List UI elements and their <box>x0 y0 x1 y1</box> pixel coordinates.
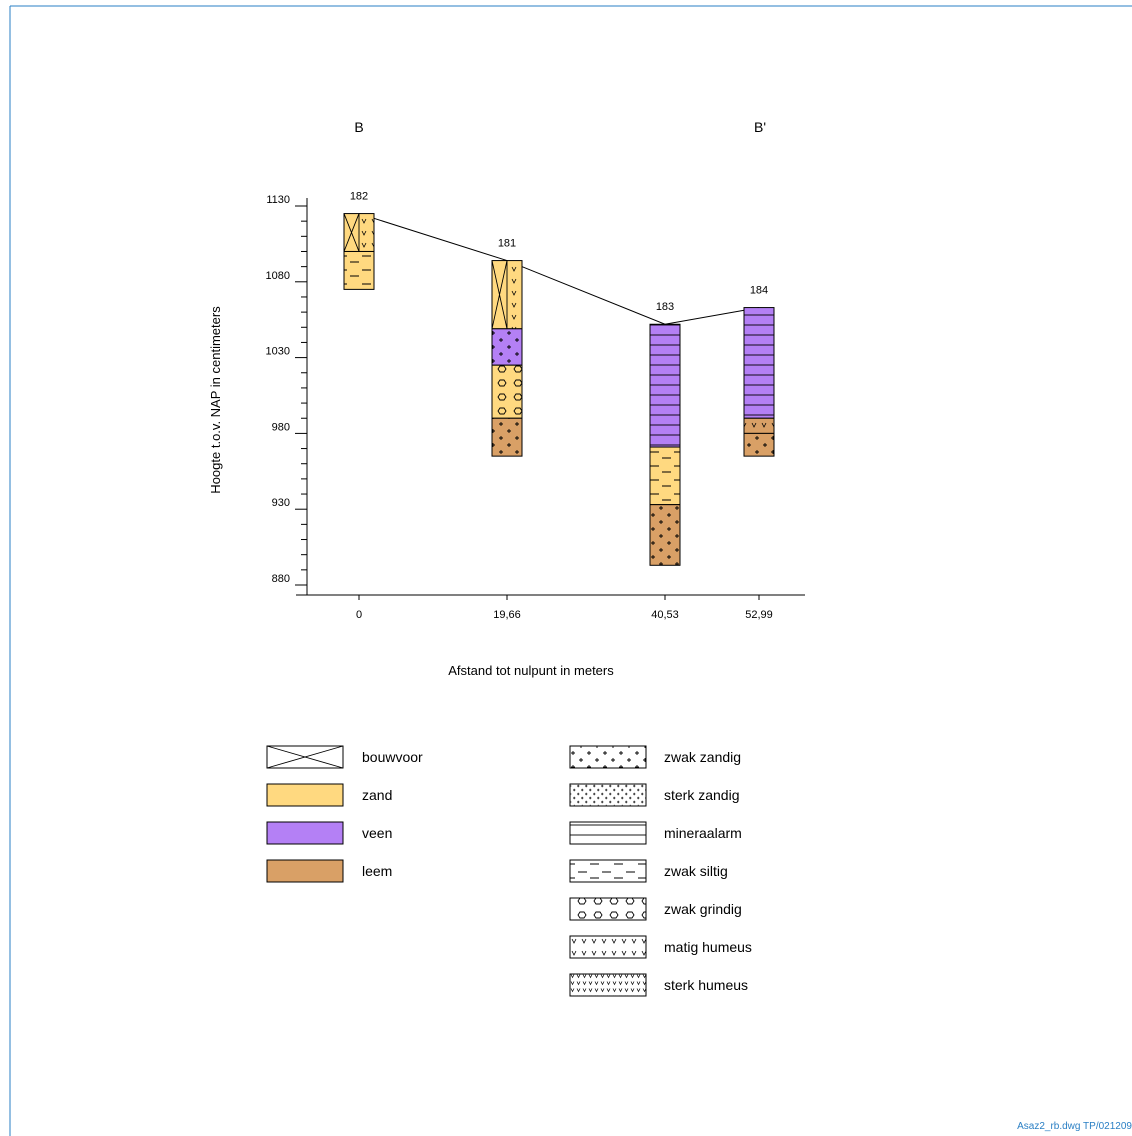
y-tick-label: 1130 <box>266 194 290 206</box>
x-axis-title: Afstand tot nulpunt in meters <box>448 663 614 678</box>
y-tick-label: 880 <box>272 573 290 585</box>
pattern-zwak-zandig <box>492 328 522 366</box>
pattern-zwak-siltig <box>650 447 680 505</box>
pattern-matig-humeus <box>507 260 522 329</box>
legend-swatch-pattern <box>569 783 647 807</box>
legend-item-mineraalarm: mineraalarm <box>569 821 742 845</box>
legend-cross <box>266 745 344 769</box>
legend-label: matig humeus <box>664 939 752 955</box>
x-tick-label: 19,66 <box>493 609 521 621</box>
legend-item-zwak-siltig: zwak siltig <box>569 859 728 883</box>
layer-border <box>343 250 375 290</box>
layer-border <box>491 417 523 457</box>
legend-item-leem: leem <box>266 859 392 883</box>
legend-swatch <box>266 783 344 807</box>
pattern-matig-humeus <box>744 418 774 434</box>
legend-label: mineraalarm <box>664 825 742 841</box>
layer-border <box>649 504 681 566</box>
pattern-matig-humeus <box>359 213 374 252</box>
legend-swatch-pattern <box>569 859 647 883</box>
legend-item-veen: veen <box>266 821 392 845</box>
legend-item-zwak-grindig: zwak grindig <box>569 897 742 921</box>
x-tick-label: 40,53 <box>651 609 679 621</box>
legend-item-matig-humeus: matig humeus <box>569 935 752 959</box>
legend-label: sterk zandig <box>664 787 739 803</box>
pattern-mineraalarm <box>744 307 774 419</box>
y-tick-label: 1080 <box>266 270 290 282</box>
layer-zand <box>343 250 375 290</box>
bouwvoor-cross <box>343 213 360 252</box>
pattern-zwak-siltig <box>344 251 374 290</box>
y-axis: 1130 1080 1030 980 930 880 <box>266 194 308 595</box>
legend-swatch-pattern <box>569 897 647 921</box>
layer-leem <box>649 504 681 566</box>
y-tick-label: 980 <box>272 421 290 433</box>
legend-swatch <box>266 859 344 883</box>
legend-swatch-pattern <box>569 821 647 845</box>
layer-leem <box>491 417 523 457</box>
legend-swatch-pattern <box>569 973 647 997</box>
legend-materials: bouwvoor zand veen leem <box>266 745 423 883</box>
legend-swatch <box>266 821 344 845</box>
y-tick-label: 1030 <box>266 346 290 358</box>
pattern-zwak-zandig <box>492 418 522 457</box>
borehole-id-label: 181 <box>498 238 516 250</box>
x-tick-label: 0 <box>356 609 362 621</box>
legend-label: sterk humeus <box>664 977 748 993</box>
legend-item-sterk-humeus: sterk humeus <box>569 973 748 997</box>
layer-leem <box>743 432 775 457</box>
legend-label: zwak grindig <box>664 901 742 917</box>
layer-border <box>743 432 775 457</box>
borehole-184: 184 52,99 <box>743 285 775 621</box>
legend-label: leem <box>362 863 392 879</box>
surface-line <box>358 213 760 325</box>
legend-label: zwak zandig <box>664 749 741 765</box>
legend-label: zwak siltig <box>664 863 728 879</box>
layer-zand <box>343 213 375 252</box>
legend-swatch-pattern <box>569 745 647 769</box>
layer-zand <box>491 364 523 419</box>
layer-zand <box>649 446 681 506</box>
legend-modifiers: zwak zandig sterk zandig mineraalarm zwak s… <box>569 745 752 997</box>
legend-label: bouwvoor <box>362 749 423 765</box>
section-end-label: B' <box>754 119 766 135</box>
legend-label: zand <box>362 787 392 803</box>
section-start-label: B <box>354 119 363 135</box>
y-tick-label: 930 <box>272 497 290 509</box>
bouwvoor-cross <box>491 260 508 329</box>
borehole-id-label: 182 <box>350 191 368 203</box>
legend-item-zwak-zandig: zwak zandig <box>569 745 741 769</box>
legend-item-sterk-zandig: sterk zandig <box>569 783 739 807</box>
legend-item-zand: zand <box>266 783 392 807</box>
pattern-mineraalarm <box>650 324 680 448</box>
layer-veen <box>491 328 523 366</box>
borehole-181: 181 19,66 <box>491 238 523 621</box>
x-tick-label: 52,99 <box>745 609 773 621</box>
borehole-183: 183 40,53 <box>649 301 681 621</box>
y-axis-title: Hoogte t.o.v. NAP in centimeters <box>208 306 223 494</box>
legend-label: veen <box>362 825 392 841</box>
layer-leem <box>743 417 775 434</box>
pattern-zwak-grindig <box>492 365 522 419</box>
borehole-id-label: 183 <box>656 301 674 313</box>
pattern-zwak-zandig <box>650 504 680 566</box>
layer-veen <box>743 307 775 419</box>
drawing-reference: Asaz2_rb.dwg TP/021209 <box>1017 1121 1132 1132</box>
layer-veen <box>649 323 681 448</box>
legend-item-bouwvoor: bouwvoor <box>266 745 423 769</box>
layer-zand <box>491 260 523 330</box>
legend-swatch-pattern <box>569 935 647 959</box>
borehole-id-label: 184 <box>750 285 768 297</box>
pattern-zwak-zandig <box>744 433 774 457</box>
